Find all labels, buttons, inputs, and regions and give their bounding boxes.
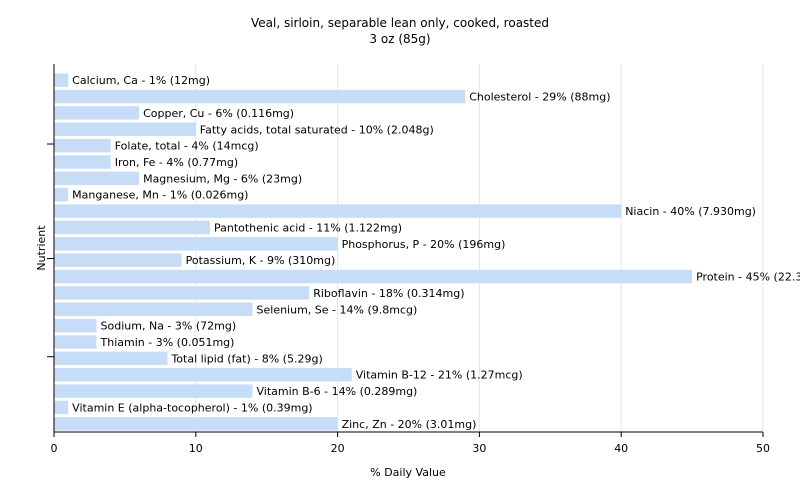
bar-label: Total lipid (fat) - 8% (5.29g) (170, 352, 322, 365)
bar (54, 302, 253, 316)
bar-label: Selenium, Se - 14% (9.8mcg) (257, 303, 418, 316)
bar-label: Riboflavin - 18% (0.314mg) (313, 287, 464, 300)
axes-group: 0 10 20 30 40 50 (47, 64, 770, 455)
bar (54, 417, 338, 431)
bar (54, 204, 622, 218)
x-tick-label: 30 (472, 442, 486, 455)
bar-label: Vitamin B-6 - 14% (0.289mg) (257, 385, 418, 398)
bar (54, 269, 693, 284)
x-tick-label: 40 (614, 442, 628, 455)
bar-label: Thiamin - 3% (0.051mg) (100, 336, 235, 349)
bar (54, 220, 210, 235)
y-axis-label: Nutrient (35, 225, 48, 271)
bar-label: Magnesium, Mg - 6% (23mg) (143, 172, 302, 185)
bar (54, 188, 69, 202)
bar (54, 237, 338, 251)
bar-label: Vitamin E (alpha-tocopherol) - 1% (0.39m… (72, 401, 312, 414)
x-tick-label: 50 (756, 442, 770, 455)
x-tick-label: 20 (331, 442, 345, 455)
bar-label: Folate, total - 4% (14mcg) (115, 140, 259, 153)
bar-label: Cholesterol - 29% (88mg) (469, 91, 610, 104)
bar (54, 171, 140, 186)
x-tick-label: 0 (51, 442, 58, 455)
bar (54, 122, 196, 136)
x-tick-label: 10 (189, 442, 203, 455)
bar-label: Vitamin B-12 - 21% (1.27mcg) (356, 369, 523, 382)
bar-label: Phosphorus, P - 20% (196mg) (342, 238, 506, 251)
bar-label: Manganese, Mn - 1% (0.026mg) (72, 189, 248, 202)
bar (54, 106, 140, 120)
bar-label: Niacin - 40% (7.930mg) (625, 205, 756, 218)
bar (54, 400, 69, 415)
bar-label: Calcium, Ca - 1% (12mg) (72, 74, 210, 87)
bar (54, 138, 111, 153)
bar (54, 73, 69, 87)
bar (54, 368, 352, 382)
bar-label: Potassium, K - 9% (310mg) (186, 254, 336, 267)
bar-label: Sodium, Na - 3% (72mg) (101, 320, 237, 333)
bar-label: Fatty acids, total saturated - 10% (2.04… (200, 123, 434, 136)
bar (54, 155, 111, 169)
bar-label: Iron, Fe - 4% (0.77mg) (115, 156, 238, 169)
bar-label: Protein - 45% (22.37g) (696, 271, 800, 284)
bar (54, 286, 310, 300)
bar-label: Pantothenic acid - 11% (1.122mg) (214, 221, 402, 234)
chart-subtitle: 3 oz (85g) (369, 32, 431, 46)
x-axis-label: % Daily Value (370, 466, 446, 479)
bar (54, 384, 253, 398)
bar (54, 253, 182, 267)
bar (54, 335, 97, 349)
bar (54, 318, 97, 333)
bar (54, 351, 168, 366)
bar (54, 89, 466, 104)
chart-title: Veal, sirloin, separable lean only, cook… (250, 16, 550, 30)
bar-label: Copper, Cu - 6% (0.116mg) (143, 107, 294, 120)
bars-group: Calcium, Ca - 1% (12mg) Cholesterol - 29%… (54, 73, 800, 431)
bar-label: Zinc, Zn - 20% (3.01mg) (342, 418, 477, 431)
